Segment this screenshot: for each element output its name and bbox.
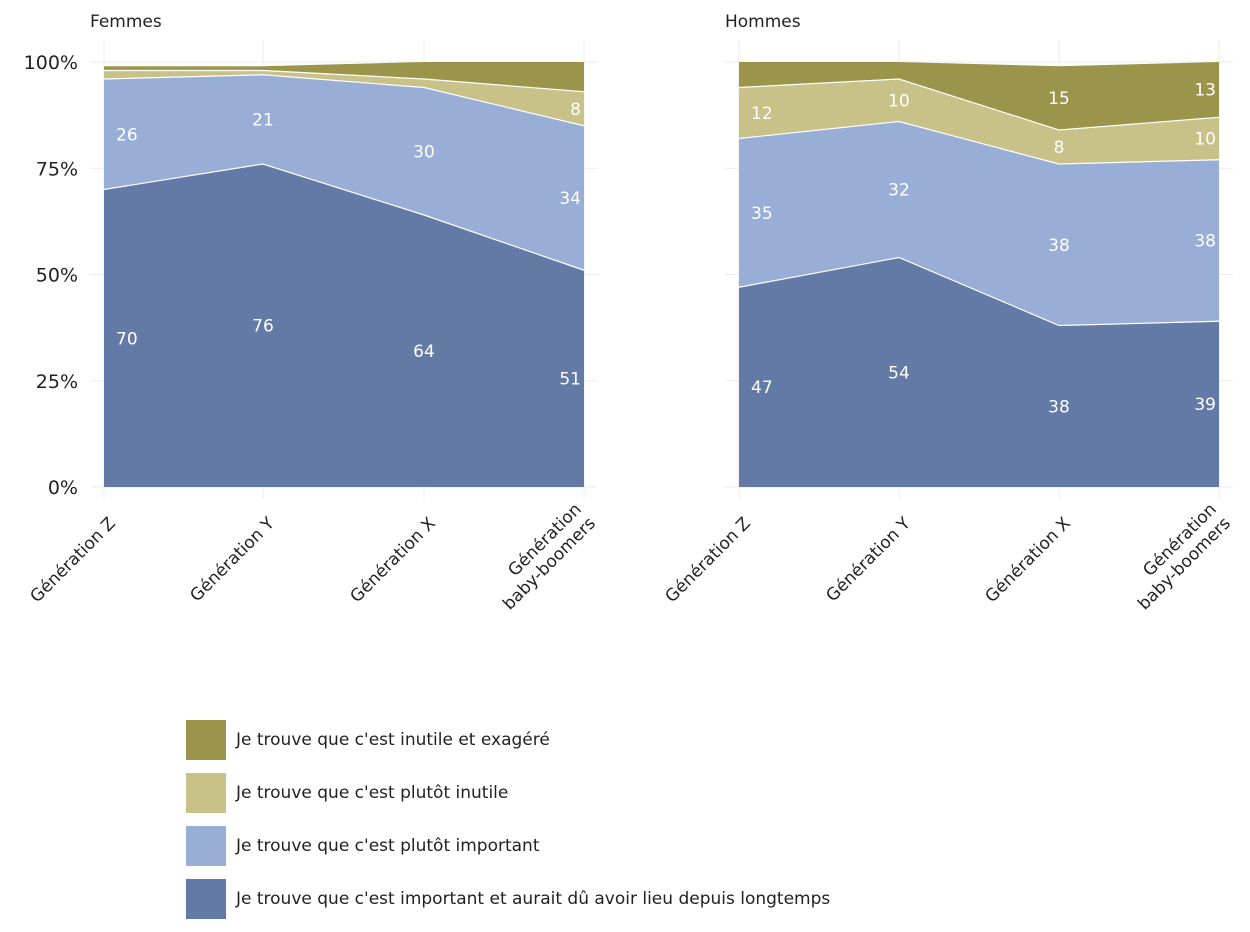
data-label: 38 — [1048, 236, 1070, 256]
y-tick-label: 25% — [36, 371, 78, 393]
area-boundary — [738, 256, 1220, 327]
area-s3 — [104, 70, 584, 126]
data-label: 12 — [751, 104, 773, 124]
area-s2 — [104, 74, 584, 271]
data-label: 13 — [1194, 81, 1216, 101]
area-s1 — [104, 164, 584, 487]
legend-label: Je trouve que c'est plutôt important — [236, 836, 540, 856]
x-tick-label: Génération X — [347, 513, 441, 607]
data-label: 30 — [413, 142, 435, 162]
x-tick-label: Génération Y — [822, 513, 915, 606]
x-tick-label: Génération Z — [662, 514, 755, 607]
area-boundary — [104, 69, 585, 93]
data-label: 35 — [751, 204, 773, 224]
data-label: 38 — [1048, 397, 1070, 417]
area-s4 — [739, 62, 1219, 130]
area-s3 — [739, 79, 1219, 164]
x-tick-label-line: Génération Z — [662, 514, 755, 607]
legend-item-plutot-inutile: Je trouve que c'est plutôt inutile — [186, 773, 830, 813]
data-label: 54 — [888, 363, 910, 383]
legend-item-inutile-exagere: Je trouve que c'est inutile et exagéré — [186, 720, 830, 760]
data-label: 39 — [1194, 395, 1216, 415]
data-label: 76 — [252, 317, 274, 337]
area-boundary — [103, 163, 585, 271]
data-label: 10 — [1194, 130, 1216, 150]
data-label: 8 — [1054, 138, 1065, 158]
y-tick-label: 0% — [48, 477, 78, 499]
legend-swatch — [186, 879, 226, 919]
area-boundary — [103, 74, 585, 127]
data-label: 70 — [116, 329, 138, 349]
legend-swatch — [186, 720, 226, 760]
x-tick-label: Génération Y — [186, 513, 279, 606]
legend-item-important-longtemps: Je trouve que c'est important et aurait … — [186, 879, 830, 919]
data-label: 10 — [888, 91, 910, 111]
panel-title: Hommes — [725, 12, 801, 32]
data-label: 64 — [413, 342, 435, 362]
data-label: 38 — [1194, 232, 1216, 252]
panel-femmes: 70 76 64 51 26 21 30 34 8 Femmes Génération Z Génér… — [27, 12, 600, 614]
data-label: 8 — [570, 100, 581, 120]
legend-label: Je trouve que c'est important et aurait … — [236, 889, 831, 909]
panel-title: Femmes — [90, 12, 162, 32]
x-tick-label: Générationbaby-boomers — [485, 499, 600, 614]
area-s1 — [739, 257, 1219, 487]
y-tick-label: 100% — [24, 52, 78, 74]
data-label: 26 — [116, 125, 138, 145]
x-tick-label-line: Génération Z — [27, 514, 120, 607]
data-label: 47 — [751, 378, 773, 398]
data-label: 15 — [1048, 89, 1070, 109]
x-tick-label: Générationbaby-boomers — [1120, 499, 1235, 614]
x-tick-label-line: Génération Y — [186, 513, 279, 606]
legend-label: Je trouve que c'est inutile et exagéré — [236, 730, 550, 750]
area-boundary — [738, 120, 1220, 165]
legend: Je trouve que c'est inutile et exagéré J… — [186, 720, 830, 932]
legend-item-plutot-important: Je trouve que c'est plutôt important — [186, 826, 830, 866]
x-tick-label-line: Génération X — [347, 513, 441, 607]
legend-swatch — [186, 773, 226, 813]
y-tick-label: 50% — [36, 265, 78, 287]
data-label: 21 — [252, 110, 274, 130]
panel-hommes: 47 54 38 39 35 32 38 38 12 10 8 10 15 13 Hommes Générat… — [662, 12, 1235, 614]
x-tick-label-line: Génération X — [982, 513, 1076, 607]
data-label: 51 — [559, 370, 581, 390]
legend-swatch — [186, 826, 226, 866]
x-tick-label-line: Génération Y — [822, 513, 915, 606]
area-boundary — [738, 78, 1220, 131]
data-label: 34 — [559, 189, 581, 209]
legend-label: Je trouve que c'est plutôt inutile — [236, 783, 509, 803]
x-tick-label: Génération X — [982, 513, 1076, 607]
y-tick-label: 75% — [36, 158, 78, 180]
data-label: 32 — [888, 181, 910, 201]
area-s2 — [739, 121, 1219, 326]
area-s4 — [104, 62, 584, 92]
x-tick-label: Génération Z — [27, 514, 120, 607]
chart-svg: 0% 25% 50% 75% 100% 70 76 64 51 26 21 30 34 8 Femmes Gé… — [24, 12, 1235, 614]
